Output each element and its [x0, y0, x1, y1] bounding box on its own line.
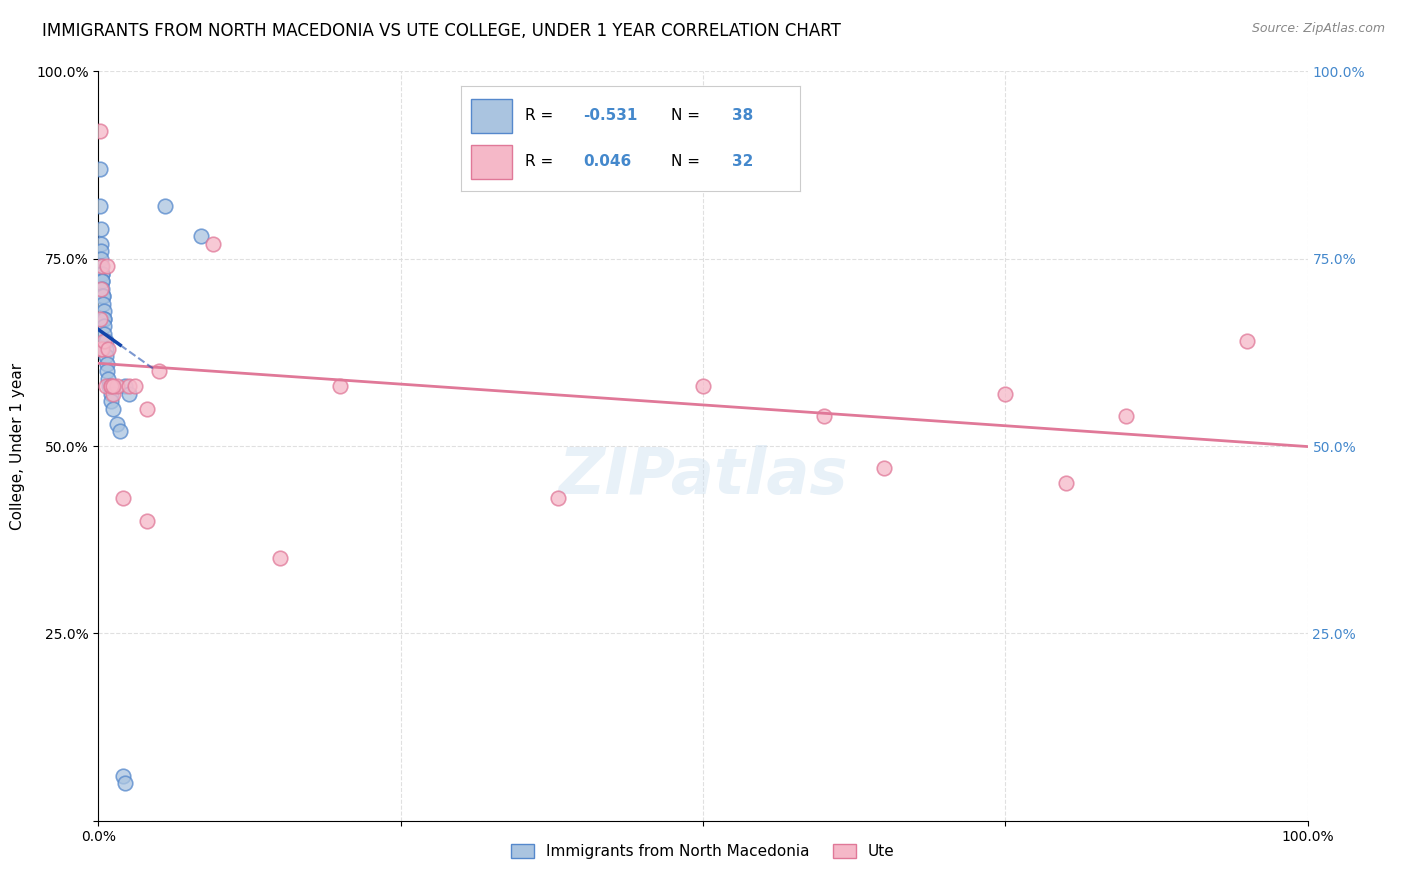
Point — [90, 342, 112, 356]
Point — [97, 371, 120, 385]
Point — [93, 311, 115, 326]
Point — [89, 124, 111, 138]
Point — [91, 274, 114, 288]
Text: ZIPatlas: ZIPatlas — [558, 445, 848, 507]
Point — [118, 386, 141, 401]
Text: Source: ZipAtlas.com: Source: ZipAtlas.com — [1251, 22, 1385, 36]
Point — [1236, 334, 1258, 348]
Point — [91, 259, 114, 273]
Point — [105, 417, 128, 431]
Point — [105, 379, 128, 393]
Point — [94, 342, 117, 356]
Point — [93, 326, 115, 341]
Point — [91, 342, 114, 356]
Point — [94, 349, 117, 363]
Point — [994, 386, 1017, 401]
Point — [91, 274, 114, 288]
Point — [114, 379, 136, 393]
Point — [100, 379, 122, 393]
Point — [97, 342, 120, 356]
Point — [94, 334, 117, 348]
Legend: Immigrants from North Macedonia, Ute: Immigrants from North Macedonia, Ute — [505, 838, 901, 865]
Point — [91, 289, 114, 303]
Point — [91, 289, 114, 303]
Point — [101, 379, 124, 393]
Point — [93, 311, 115, 326]
Point — [94, 379, 117, 393]
Point — [90, 236, 112, 251]
Point — [90, 282, 112, 296]
Point — [692, 379, 714, 393]
Point — [91, 267, 114, 281]
Point — [98, 379, 121, 393]
Point — [202, 236, 225, 251]
Point — [1054, 476, 1077, 491]
Point — [100, 386, 122, 401]
Point — [96, 259, 118, 273]
Point — [96, 364, 118, 378]
Point — [91, 282, 114, 296]
Point — [135, 514, 157, 528]
Point — [93, 319, 115, 334]
Text: IMMIGRANTS FROM NORTH MACEDONIA VS UTE COLLEGE, UNDER 1 YEAR CORRELATION CHART: IMMIGRANTS FROM NORTH MACEDONIA VS UTE C… — [42, 22, 841, 40]
Point — [1115, 409, 1137, 423]
Point — [114, 776, 136, 790]
Point — [101, 386, 124, 401]
Point — [90, 244, 112, 259]
Point — [89, 161, 111, 176]
Point — [124, 379, 146, 393]
Point — [108, 424, 131, 438]
Point — [101, 401, 124, 416]
Point — [90, 252, 112, 266]
Point — [100, 379, 122, 393]
Point — [91, 296, 114, 310]
Y-axis label: College, Under 1 year: College, Under 1 year — [10, 362, 25, 530]
Point — [96, 357, 118, 371]
Point — [93, 304, 115, 318]
Point — [873, 461, 896, 475]
Point — [90, 221, 112, 235]
Point — [89, 199, 111, 213]
Point — [153, 199, 176, 213]
Point — [118, 379, 141, 393]
Point — [91, 289, 114, 303]
Point — [547, 491, 569, 506]
Point — [148, 364, 170, 378]
Point — [190, 229, 212, 244]
Point — [135, 401, 157, 416]
Point — [90, 259, 112, 273]
Point — [89, 311, 111, 326]
Point — [91, 267, 114, 281]
Point — [93, 334, 115, 348]
Point — [111, 491, 134, 506]
Point — [100, 394, 122, 409]
Point — [813, 409, 835, 423]
Point — [329, 379, 352, 393]
Point — [269, 551, 291, 566]
Point — [111, 769, 134, 783]
